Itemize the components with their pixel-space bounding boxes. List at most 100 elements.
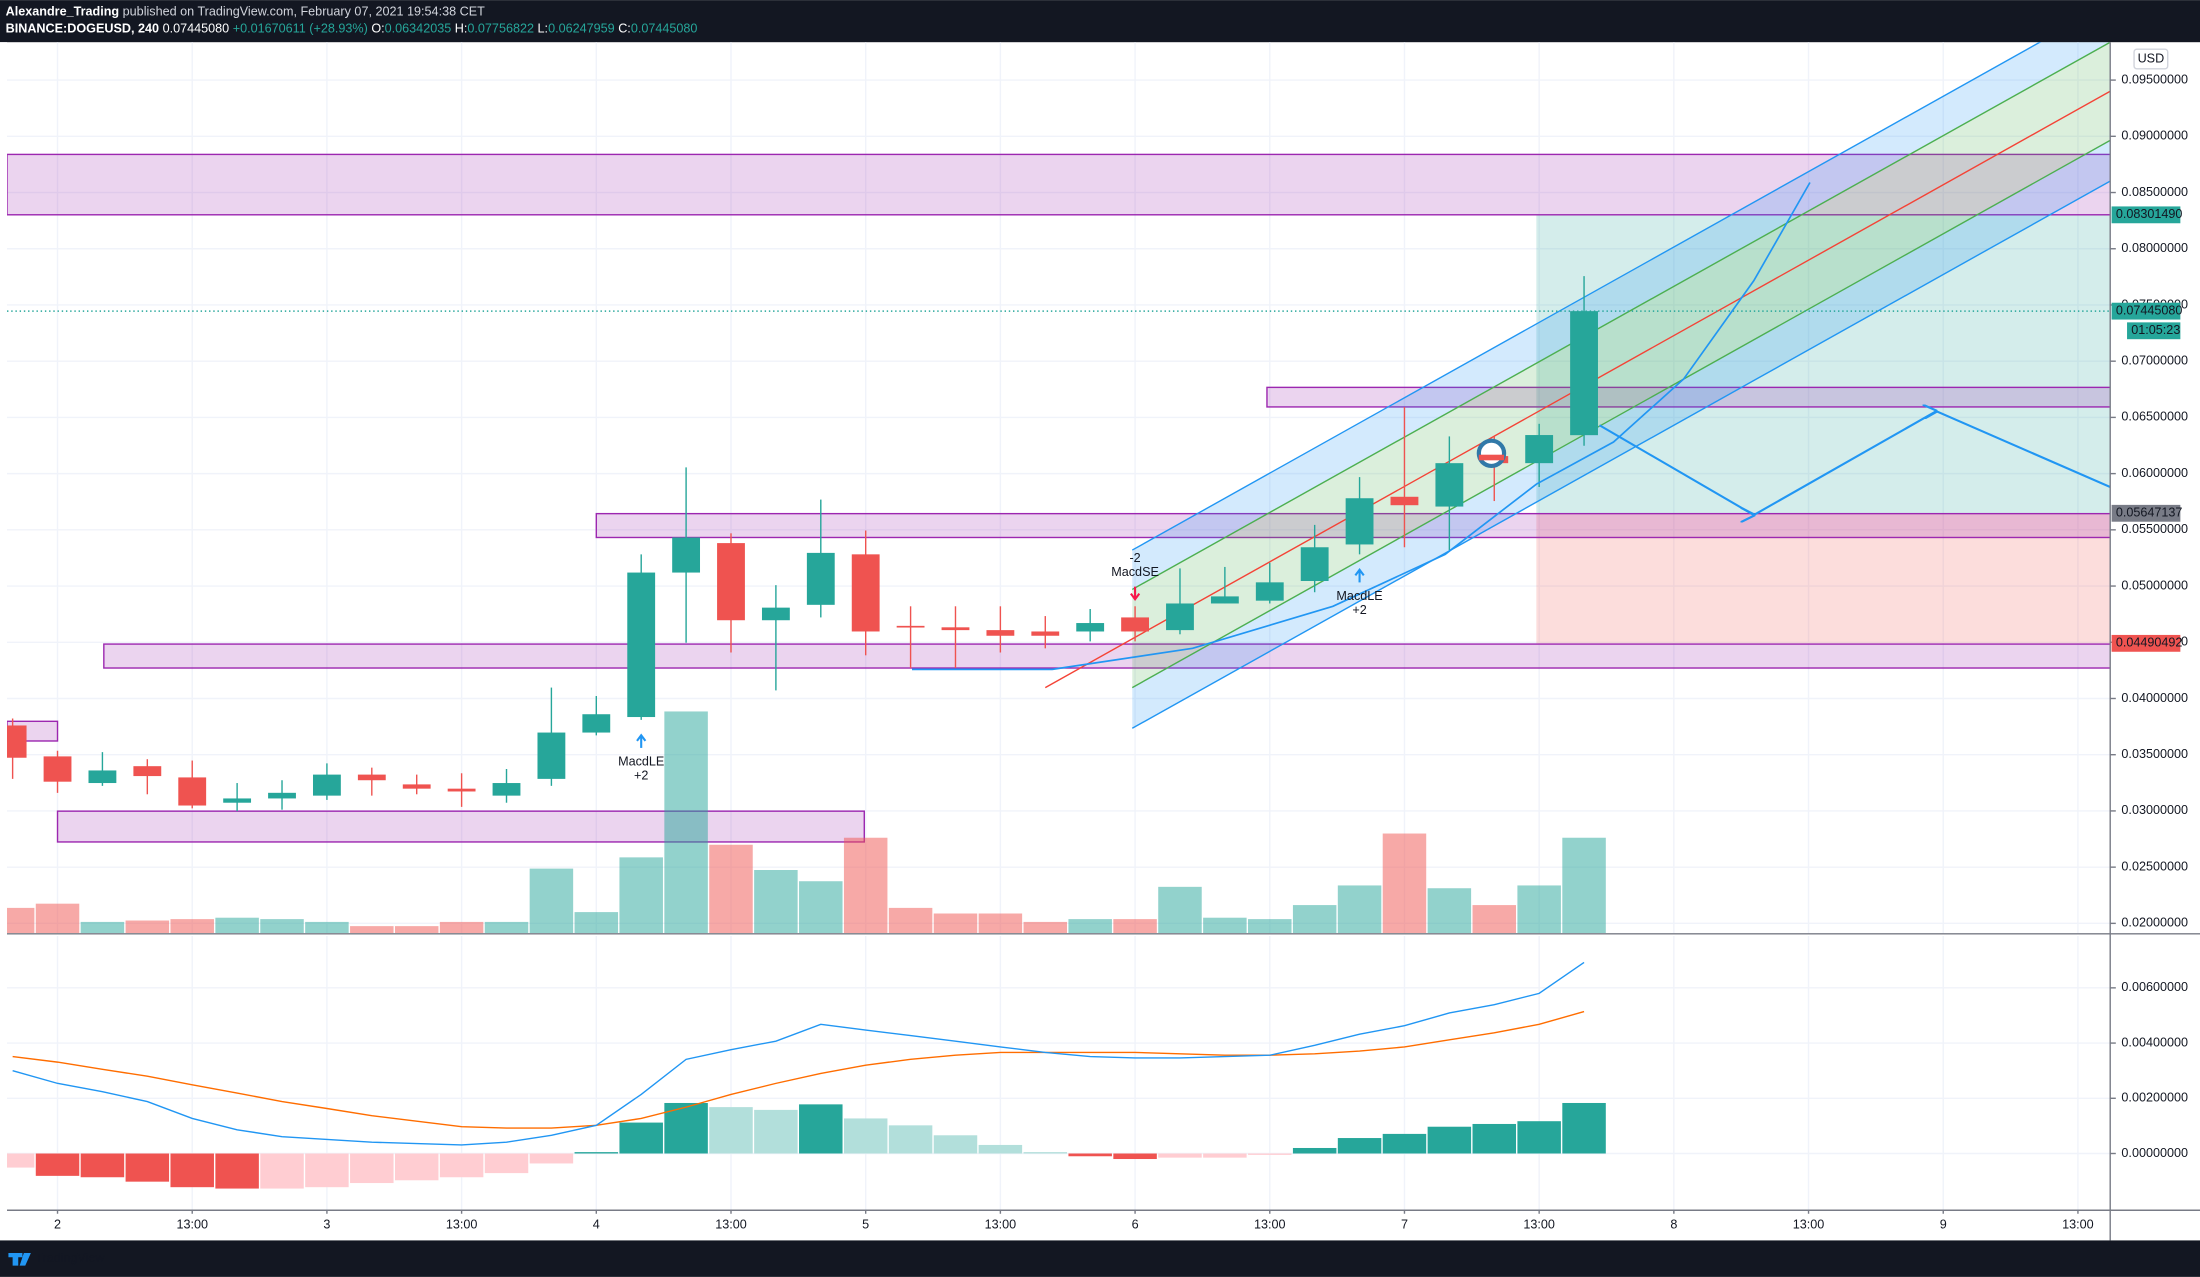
- brand-logo: [8, 1253, 31, 1266]
- macd-histogram-bar: [305, 1153, 349, 1188]
- macd-histogram-bar: [170, 1153, 214, 1188]
- macd-histogram-bar: [754, 1109, 798, 1154]
- macd-histogram-bar: [260, 1153, 304, 1189]
- macd-histogram-bar: [1562, 1102, 1606, 1154]
- volume-bar: [1427, 888, 1472, 934]
- signal-qty: +2: [1352, 603, 1366, 617]
- candle-body: [1166, 603, 1194, 631]
- support-resistance-zone: [56, 810, 865, 843]
- channel-line: [1131, 42, 2111, 591]
- candle-body: [761, 607, 790, 621]
- candle-body: [357, 774, 386, 781]
- volume-bar: [1068, 919, 1112, 934]
- macd-pane: [7, 961, 1606, 1189]
- volume-bar: [1562, 837, 1606, 934]
- header-line-1: Alexandre_Trading published on TradingVi…: [6, 5, 486, 19]
- symbol: BINANCE:DOGEUSD, 240: [6, 22, 159, 36]
- candle-body: [492, 783, 521, 796]
- ohlc-value: 0.06342035: [385, 22, 452, 36]
- channel-line: [1131, 180, 2111, 729]
- ohlc-value: 0.07445080: [631, 22, 698, 36]
- candle-body: [178, 777, 207, 806]
- signal-arrow-head: [636, 733, 647, 742]
- publisher: Alexandre_Trading: [6, 5, 120, 19]
- macd-histogram-bar: [529, 1153, 574, 1164]
- ohlc-name: H:: [455, 22, 468, 36]
- candle-body: [582, 714, 611, 733]
- signal-qty: -2: [1129, 551, 1140, 565]
- currency-box[interactable]: [2133, 48, 2169, 70]
- currency: USD: [2138, 51, 2165, 65]
- volume-bar: [1472, 905, 1517, 934]
- volume-bar: [394, 926, 439, 934]
- y-tick-label: 0.09500000: [2121, 72, 2188, 86]
- macd-histogram-bar: [1472, 1123, 1517, 1154]
- y-tick-label: 0.02000000: [2121, 916, 2188, 930]
- x-tick-label: 13:00: [176, 1217, 208, 1231]
- macd-histogram-bar: [619, 1122, 663, 1154]
- header-bar: [0, 0, 2200, 43]
- volume-bar: [350, 926, 394, 934]
- y-tick-label: 0.00400000: [2121, 1035, 2188, 1049]
- channel-line: [1131, 139, 2111, 689]
- macd-histogram-bar: [1158, 1153, 1202, 1158]
- support-resistance-zone: [1266, 386, 2111, 408]
- candle-body: [941, 627, 970, 631]
- macd-histogram-bar: [1337, 1138, 1382, 1154]
- signal-qty: +2: [634, 768, 648, 782]
- signal-arrow-head: [1354, 568, 1365, 577]
- macd-histogram-bar: [1068, 1153, 1112, 1157]
- candle-body: [268, 792, 296, 799]
- macd-histogram-bar: [1203, 1153, 1247, 1158]
- macd-line: [12, 961, 1585, 1146]
- macd-histogram-bar: [978, 1144, 1023, 1154]
- y-tick-label: 0.00600000: [2121, 980, 2188, 994]
- signal-line: [12, 1010, 1585, 1129]
- volume-bar: [305, 921, 349, 934]
- signal-name: MacdLE: [1336, 589, 1382, 603]
- support-resistance-zone: [7, 153, 2111, 216]
- x-tick-label: 6: [1132, 1217, 1139, 1231]
- candle-body: [1525, 435, 1554, 464]
- candle-body: [1435, 463, 1464, 507]
- y-tick-label: 0.00000000: [2121, 1146, 2188, 1160]
- y-tick-label: 0.09000000: [2121, 129, 2188, 143]
- x-tick-label: 3: [323, 1217, 330, 1231]
- candle-body: [1345, 498, 1374, 545]
- published: published on TradingView.com, February 0…: [123, 5, 485, 19]
- volume-bar: [1113, 919, 1157, 934]
- x-tick-label: 13:00: [2062, 1217, 2094, 1231]
- channel-line: [1131, 42, 2042, 551]
- candle-body: [402, 784, 431, 789]
- signal-name: MacdSE: [1111, 565, 1159, 579]
- macd-histogram-bar: [1517, 1121, 1561, 1154]
- ohlc-value: 0.06247959: [548, 22, 615, 36]
- candle-body: [1076, 623, 1105, 632]
- candle-body: [43, 756, 72, 782]
- x-tick-label: 13:00: [446, 1217, 478, 1231]
- macd-histogram-bar: [439, 1153, 484, 1178]
- y-tick-label: 0.08000000: [2121, 241, 2188, 255]
- candle-body: [896, 625, 925, 628]
- volume-bar: [1382, 833, 1427, 934]
- ohlc-name: C:: [618, 22, 631, 36]
- brand[interactable]: TradingView: [35, 1251, 105, 1265]
- y-tick-label: 0.06000000: [2121, 466, 2188, 480]
- volume-bar: [709, 844, 753, 934]
- x-tick-label: 2: [54, 1217, 61, 1231]
- volume-bar: [529, 868, 574, 934]
- x-tick-label: 9: [1940, 1217, 1947, 1231]
- x-tick-label: 8: [1670, 1217, 1677, 1231]
- volume-bar: [80, 921, 125, 934]
- macd-histogram-bar: [1382, 1133, 1427, 1154]
- macd-histogram-bar: [709, 1107, 753, 1154]
- candle-body: [986, 630, 1015, 636]
- drawing-icon: [1478, 454, 1505, 461]
- candle-body: [88, 770, 117, 784]
- volume-bar: [754, 870, 798, 934]
- macd-histogram-bar: [7, 1153, 35, 1168]
- macd-histogram-bar: [843, 1118, 888, 1154]
- y-tick-label: 0.04000000: [2121, 691, 2188, 705]
- candle-body: [223, 798, 252, 803]
